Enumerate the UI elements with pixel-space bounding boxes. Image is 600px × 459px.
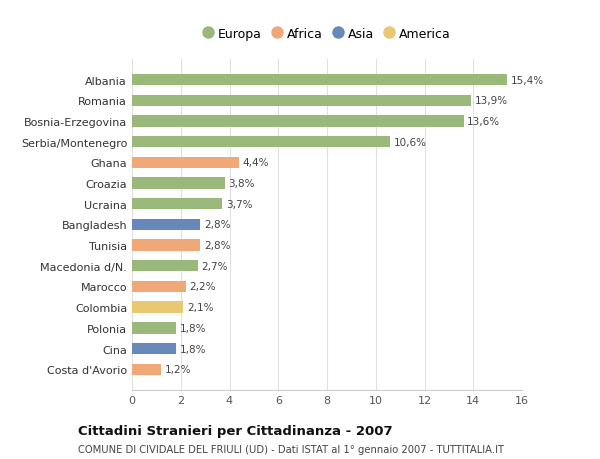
Bar [132, 343, 176, 354]
Text: 2,7%: 2,7% [202, 261, 228, 271]
Bar [132, 199, 222, 210]
Bar [132, 75, 508, 86]
Bar [132, 261, 198, 272]
Text: 2,8%: 2,8% [204, 220, 230, 230]
Text: 1,2%: 1,2% [165, 364, 191, 375]
Bar [132, 281, 185, 292]
Text: 4,4%: 4,4% [243, 158, 269, 168]
Text: 2,1%: 2,1% [187, 302, 214, 313]
Text: 2,2%: 2,2% [189, 282, 216, 292]
Bar [132, 302, 183, 313]
Text: 1,8%: 1,8% [179, 323, 206, 333]
Text: 13,9%: 13,9% [475, 96, 508, 106]
Text: 3,7%: 3,7% [226, 199, 253, 209]
Bar [132, 116, 464, 127]
Bar [132, 137, 391, 148]
Bar [132, 323, 176, 334]
Text: Cittadini Stranieri per Cittadinanza - 2007: Cittadini Stranieri per Cittadinanza - 2… [78, 425, 392, 437]
Bar [132, 95, 471, 106]
Bar [132, 219, 200, 230]
Text: 10,6%: 10,6% [394, 137, 427, 147]
Text: 3,8%: 3,8% [228, 179, 255, 189]
Text: COMUNE DI CIVIDALE DEL FRIULI (UD) - Dati ISTAT al 1° gennaio 2007 - TUTTITALIA.: COMUNE DI CIVIDALE DEL FRIULI (UD) - Dat… [78, 444, 504, 454]
Text: 2,8%: 2,8% [204, 241, 230, 251]
Text: 15,4%: 15,4% [511, 75, 544, 85]
Text: 1,8%: 1,8% [179, 344, 206, 354]
Bar [132, 364, 161, 375]
Text: 13,6%: 13,6% [467, 117, 500, 127]
Bar [132, 240, 200, 251]
Legend: Europa, Africa, Asia, America: Europa, Africa, Asia, America [198, 23, 456, 46]
Bar [132, 178, 224, 189]
Bar [132, 157, 239, 168]
